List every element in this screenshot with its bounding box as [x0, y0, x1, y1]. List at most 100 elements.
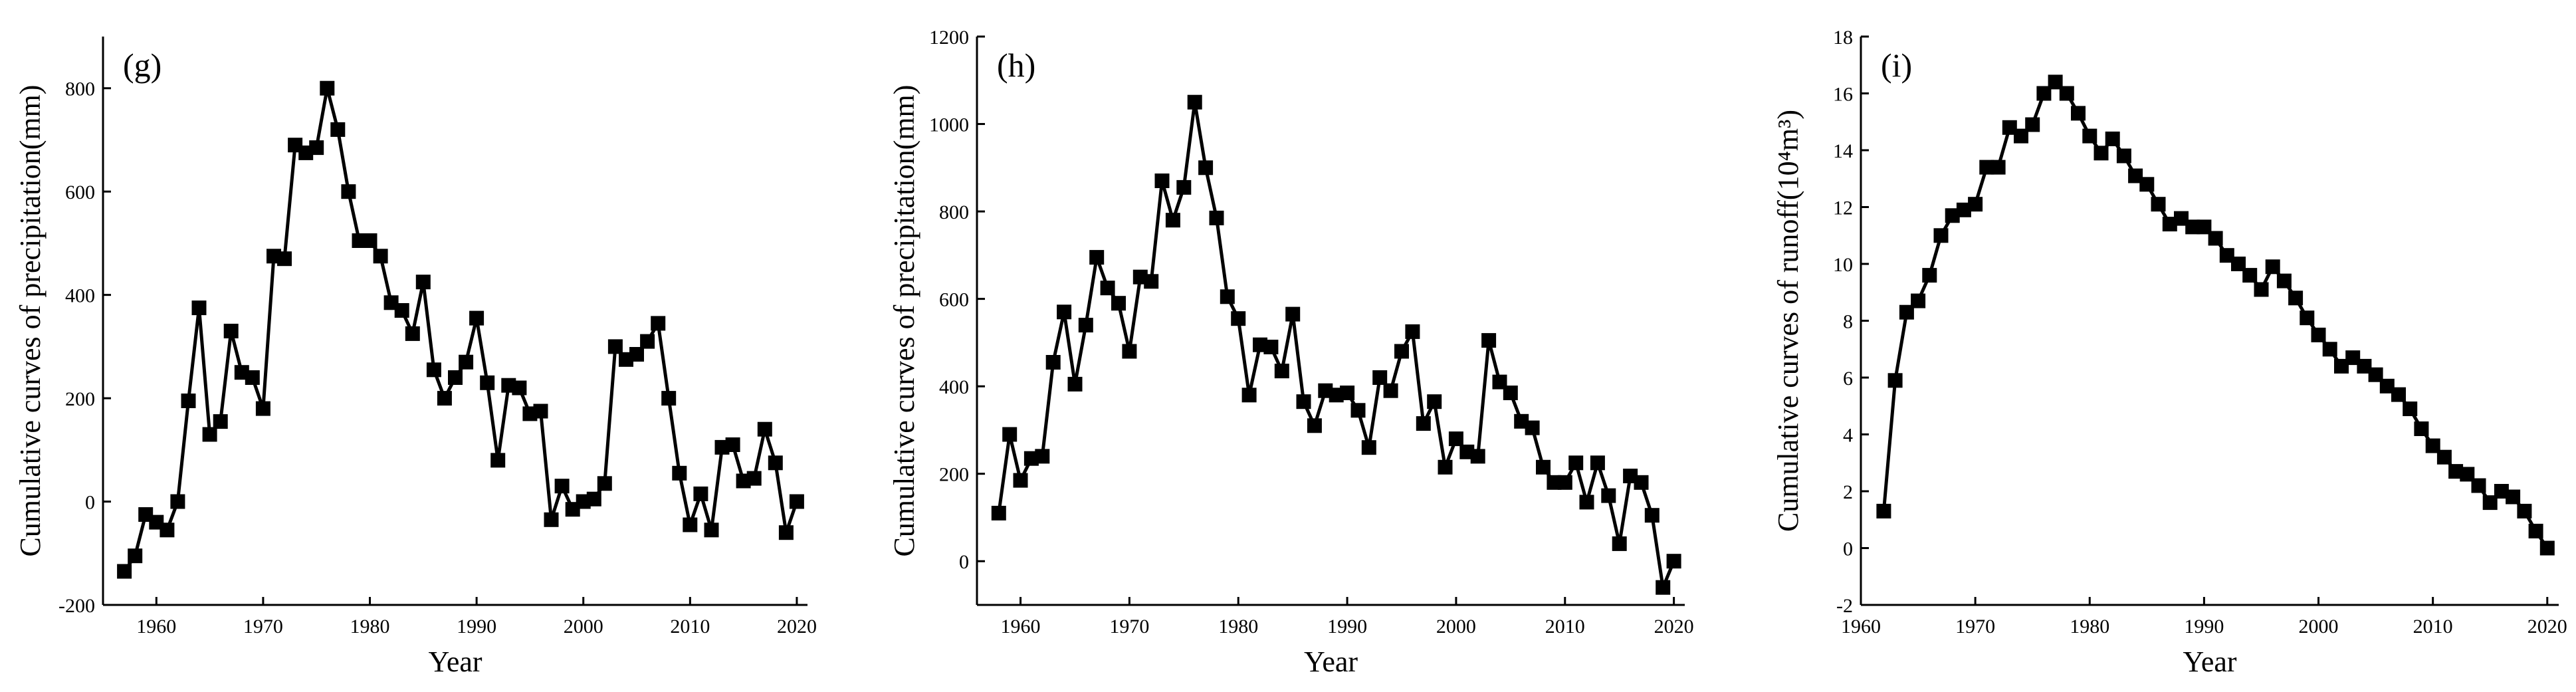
y-tick-label: 400	[65, 285, 95, 307]
data-point	[2082, 128, 2097, 144]
data-point	[181, 394, 196, 408]
data-point	[746, 471, 762, 486]
data-point	[2059, 86, 2074, 101]
data-point	[1122, 344, 1137, 359]
data-point	[2093, 146, 2109, 161]
data-point	[170, 494, 185, 509]
x-tick-label: 2000	[1436, 616, 1476, 637]
data-point	[704, 522, 719, 538]
data-point	[693, 486, 708, 501]
data-point	[2334, 358, 2349, 374]
data-point	[255, 401, 270, 416]
data-point	[2379, 378, 2395, 394]
y-axis-title: Cumulative curves of precipitation(mm)	[14, 85, 47, 557]
data-point	[544, 512, 559, 527]
data-point	[2539, 540, 2555, 556]
data-point	[1634, 475, 1649, 490]
data-point	[1383, 383, 1398, 398]
data-point	[1956, 202, 1971, 217]
data-point	[2448, 464, 2464, 479]
data-point	[1187, 94, 1202, 110]
data-point	[1231, 311, 1246, 326]
x-tick-label: 1970	[1109, 616, 1149, 637]
data-point	[2242, 268, 2258, 283]
data-point	[1933, 228, 1949, 243]
data-point	[2345, 350, 2361, 366]
data-point	[362, 233, 377, 248]
data-point	[2139, 177, 2155, 192]
data-point	[2391, 387, 2406, 402]
data-point	[1263, 340, 1279, 354]
x-tick-label: 2000	[564, 616, 603, 637]
data-point	[768, 455, 783, 471]
data-point	[459, 354, 474, 370]
y-tick-label: 800	[939, 201, 969, 223]
y-tick-label: 200	[939, 464, 969, 486]
series-line	[1881, 80, 2549, 549]
data-point	[2128, 168, 2143, 183]
data-point	[490, 453, 506, 468]
data-point	[1945, 208, 1960, 223]
x-tick-label: 2010	[1545, 616, 1585, 637]
data-point	[2025, 117, 2040, 132]
y-tick-label: -2	[1836, 595, 1853, 617]
y-tick-label: 800	[65, 78, 95, 100]
data-point	[191, 300, 207, 316]
data-point	[277, 251, 292, 267]
data-point	[1438, 459, 1453, 475]
data-point	[1002, 427, 1018, 442]
data-point	[373, 249, 388, 264]
data-point	[1089, 250, 1105, 265]
y-tick-label: 14	[1833, 140, 1853, 162]
data-point	[2174, 211, 2189, 226]
data-point	[2471, 478, 2486, 493]
data-point	[2425, 438, 2440, 453]
y-tick-label: 0	[1843, 538, 1853, 560]
x-tick-label: 1980	[1218, 616, 1258, 637]
data-point	[2276, 273, 2292, 288]
y-tick-label: -200	[58, 595, 95, 617]
y-axis-title: Cumulative curves of precipitation(mm)	[888, 85, 920, 557]
data-point	[2403, 402, 2418, 416]
data-point	[1601, 488, 1616, 503]
y-tick-label: 2	[1843, 481, 1853, 503]
data-point	[1340, 386, 1355, 400]
data-point	[640, 334, 655, 349]
data-point	[330, 122, 346, 137]
data-point	[2014, 128, 2028, 144]
data-point	[426, 362, 441, 378]
y-tick-label: 1200	[929, 27, 969, 49]
data-point	[1154, 173, 1170, 188]
data-point	[1990, 160, 2006, 175]
data-point	[202, 427, 217, 442]
data-point	[683, 517, 698, 532]
data-point	[1372, 370, 1388, 385]
data-point	[128, 548, 143, 564]
panel-g: -200 0 200 400 600 800 1960 1970 1980 1990 2000 201…	[14, 37, 817, 678]
data-point	[651, 316, 666, 331]
x-axis-title: Year	[428, 645, 482, 678]
data-point	[1241, 388, 1257, 403]
panel-h: 0 200 400 600 800 1000 1200 1960 1970 1980 1990 200…	[888, 27, 1694, 678]
data-point	[437, 391, 452, 406]
data-point	[1968, 197, 1983, 212]
y-tick-label: 0	[959, 551, 969, 573]
y-tick-label: 1000	[929, 114, 969, 136]
x-tick-label: 2020	[1654, 616, 1694, 637]
data-point	[1198, 160, 1214, 175]
data-point	[2414, 421, 2429, 436]
data-point	[1405, 324, 1420, 339]
data-point	[533, 404, 548, 419]
data-point	[2185, 219, 2200, 235]
y-axis-title: Cumulative curves of runoff(10⁴m³)	[1772, 110, 1804, 532]
data-point	[2528, 523, 2543, 538]
panel-label: (g)	[123, 47, 161, 84]
data-point	[1911, 293, 1926, 308]
data-point	[672, 465, 687, 481]
data-point	[1503, 386, 1518, 400]
data-point	[1209, 210, 1224, 225]
data-point	[1296, 394, 1311, 409]
x-tick-label: 2020	[2527, 616, 2567, 637]
data-point	[1568, 455, 1584, 471]
